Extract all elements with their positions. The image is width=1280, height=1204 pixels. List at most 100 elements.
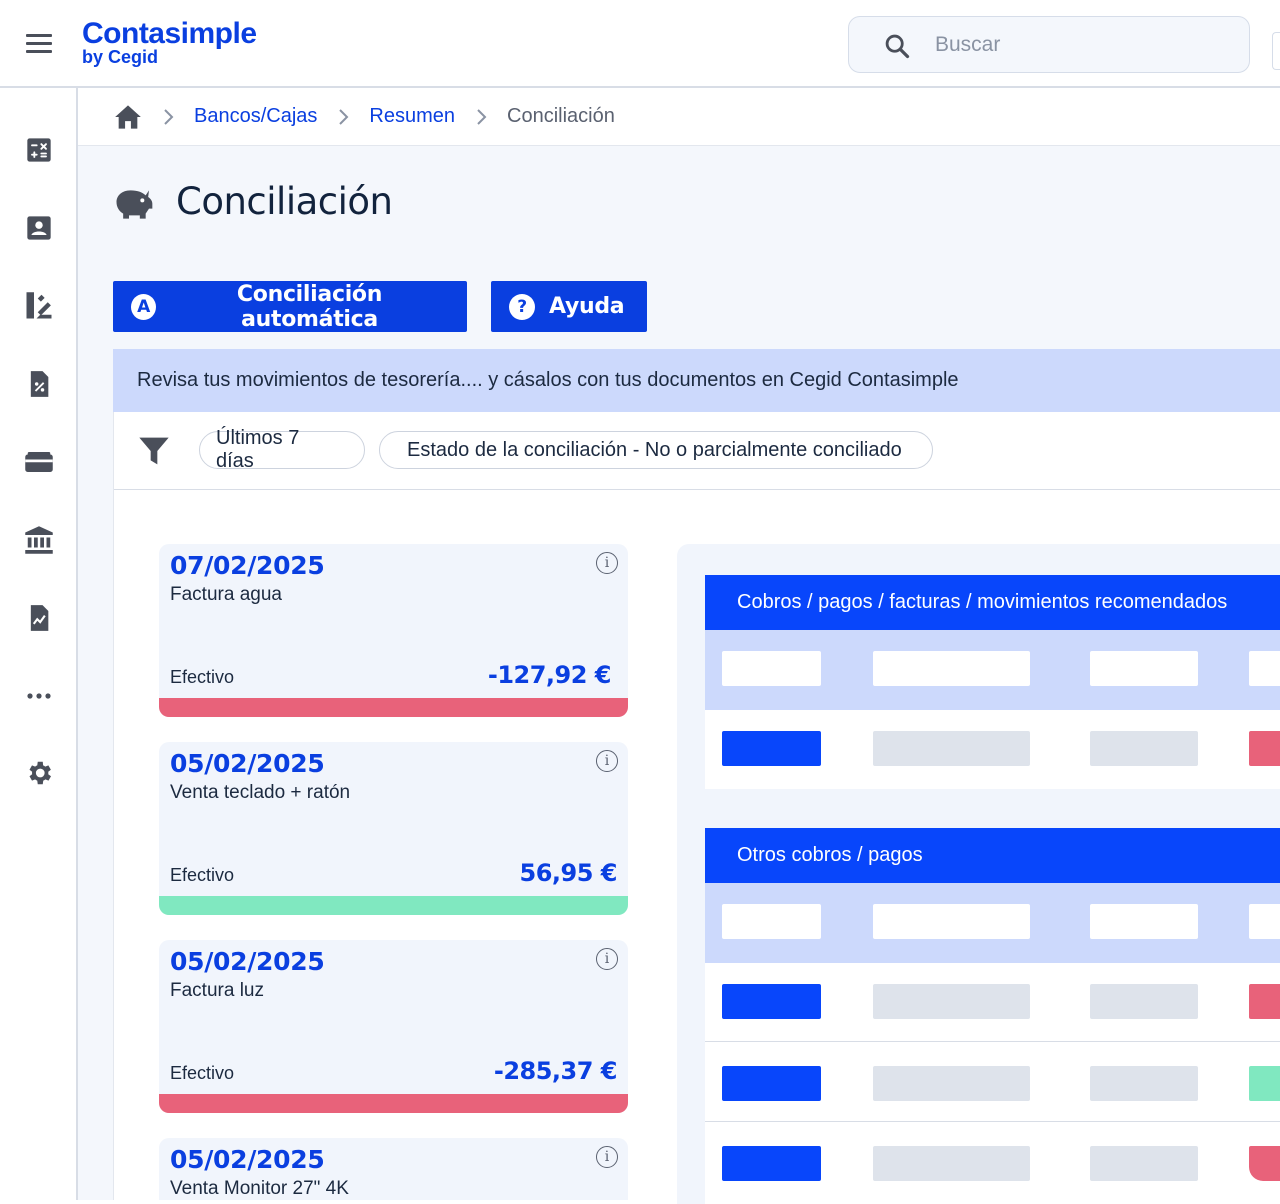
info-icon[interactable]: i <box>596 1146 618 1168</box>
movement-status-bar <box>159 1094 628 1113</box>
help-icon: ? <box>509 293 535 320</box>
breadcrumb: Bancos/Cajas Resumen Conciliación <box>78 88 1280 146</box>
breadcrumb-current: Conciliación <box>507 105 615 127</box>
bank-icon[interactable] <box>22 523 56 557</box>
breadcrumb-bancos-cajas[interactable]: Bancos/Cajas <box>194 105 318 127</box>
movement-amount: -285,37 € <box>493 1057 618 1085</box>
movement-method: Efectivo <box>170 667 235 687</box>
row-placeholder <box>1090 1146 1198 1181</box>
sidebar <box>0 88 78 1200</box>
filter-bar: Últimos 7 días Estado de la conciliación… <box>114 412 1280 490</box>
column-header-placeholder <box>1249 904 1280 939</box>
search-icon <box>885 34 910 59</box>
filter-icon[interactable] <box>138 436 170 471</box>
row-placeholder <box>722 984 821 1019</box>
movement-date: 05/02/2025 <box>170 749 325 778</box>
column-header-placeholder <box>722 651 821 686</box>
movement-status-bar <box>159 896 628 915</box>
help-label: Ayuda <box>549 294 625 319</box>
others-header: Otros cobros / pagos <box>705 828 1280 883</box>
row-placeholder <box>1090 731 1198 766</box>
movement-card[interactable]: 05/02/2025 Venta Monitor 27" 4K i <box>159 1138 628 1200</box>
more-icon[interactable] <box>22 679 56 713</box>
filter-chip-period[interactable]: Últimos 7 días <box>199 427 365 472</box>
movement-amount: 56,95 € <box>519 859 618 887</box>
main-content: Bancos/Cajas Resumen Conciliación Concil… <box>78 88 1280 1204</box>
row-divider <box>705 1041 1280 1042</box>
movement-method: Efectivo <box>170 865 235 885</box>
row-status-placeholder <box>1249 984 1280 1019</box>
row-placeholder <box>722 731 821 766</box>
recommended-column-headers <box>705 630 1280 710</box>
auto-reconcile-label: Conciliación automática <box>236 281 383 332</box>
movement-card[interactable]: 05/02/2025 Factura luz i Efectivo -285,3… <box>159 940 628 1113</box>
page-header: Conciliación <box>114 180 393 223</box>
top-bar: Contasimple by Cegid <box>0 0 1280 88</box>
logo-subtext: by Cegid <box>82 47 159 67</box>
column-header-placeholder <box>722 904 821 939</box>
auto-reconcile-button[interactable]: A Conciliación automática <box>113 281 467 332</box>
movement-description: Venta Monitor 27" 4K <box>170 1178 349 1199</box>
breadcrumb-resumen[interactable]: Resumen <box>369 105 456 127</box>
search-box[interactable] <box>848 16 1250 73</box>
movement-method: Efectivo <box>170 1063 235 1083</box>
movement-card[interactable]: 07/02/2025 Factura agua i Efectivo -127,… <box>159 544 628 717</box>
logo-text: Contasimple <box>82 17 257 50</box>
row-placeholder <box>873 984 1030 1019</box>
row-placeholder <box>1090 1066 1198 1101</box>
chevron-right-icon <box>475 108 487 126</box>
menu-icon[interactable] <box>26 34 52 54</box>
row-placeholder <box>873 731 1030 766</box>
column-header-placeholder <box>1090 904 1198 939</box>
info-icon[interactable]: i <box>596 750 618 772</box>
column-header-placeholder <box>1249 651 1280 686</box>
wallet-icon[interactable] <box>22 445 56 479</box>
recommended-header: Cobros / pagos / facturas / movimientos … <box>705 575 1280 630</box>
chevron-right-icon <box>162 108 174 126</box>
info-icon[interactable]: i <box>596 948 618 970</box>
info-icon[interactable]: i <box>596 552 618 574</box>
filter-chip-status[interactable]: Estado de la conciliación - No o parcial… <box>379 431 933 469</box>
contact-card-icon[interactable] <box>22 211 56 245</box>
recommended-row[interactable] <box>705 710 1280 789</box>
others-row[interactable] <box>705 1042 1280 1121</box>
home-icon[interactable] <box>114 104 142 130</box>
movement-date: 07/02/2025 <box>170 551 325 580</box>
topbar-button-edge[interactable] <box>1272 32 1280 70</box>
movement-date: 05/02/2025 <box>170 947 325 976</box>
column-header-placeholder <box>873 651 1030 686</box>
row-divider <box>705 1121 1280 1122</box>
others-row[interactable] <box>705 963 1280 1042</box>
chevron-right-icon <box>337 108 349 126</box>
movement-description: Factura agua <box>170 584 282 605</box>
row-status-placeholder <box>1249 1146 1280 1181</box>
help-button[interactable]: ? Ayuda <box>491 281 647 332</box>
row-placeholder <box>722 1066 821 1101</box>
movement-amount: -127,92 € <box>487 661 612 689</box>
row-placeholder <box>873 1066 1030 1101</box>
others-column-headers <box>705 883 1280 963</box>
search-input[interactable] <box>935 27 1225 63</box>
movement-card[interactable]: 05/02/2025 Venta teclado + ratón i Efect… <box>159 742 628 915</box>
row-status-placeholder <box>1249 731 1280 766</box>
row-placeholder <box>722 1146 821 1181</box>
reconciliation-panel: Últimos 7 días Estado de la conciliación… <box>113 412 1280 1204</box>
logo[interactable]: Contasimple by Cegid <box>82 17 257 67</box>
movement-date: 05/02/2025 <box>170 1145 325 1174</box>
calculator-icon[interactable] <box>22 133 56 167</box>
page-title: Conciliación <box>176 180 393 223</box>
row-status-placeholder <box>1249 1066 1280 1101</box>
tax-document-icon[interactable] <box>22 367 56 401</box>
info-message: Revisa tus movimientos de tesorería.... … <box>113 349 1280 412</box>
others-row[interactable] <box>705 1122 1280 1204</box>
piggy-bank-icon <box>114 183 154 221</box>
movement-description: Factura luz <box>170 980 264 1001</box>
report-chart-icon[interactable] <box>22 601 56 635</box>
column-header-placeholder <box>873 904 1030 939</box>
column-header-placeholder <box>1090 651 1198 686</box>
gear-icon[interactable] <box>22 756 56 790</box>
movement-status-bar <box>159 698 628 717</box>
auto-badge-icon: A <box>131 293 157 320</box>
row-placeholder <box>873 1146 1030 1181</box>
ledger-icon[interactable] <box>22 289 56 323</box>
